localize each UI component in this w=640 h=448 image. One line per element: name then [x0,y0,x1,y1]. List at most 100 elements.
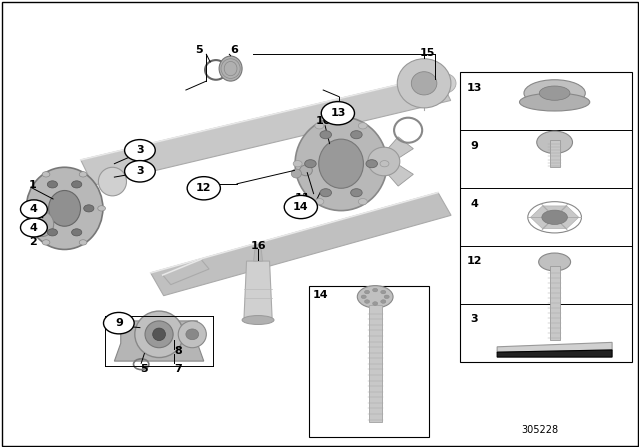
Text: 3: 3 [136,166,144,177]
Ellipse shape [319,139,364,188]
Circle shape [125,160,156,182]
Ellipse shape [22,219,40,236]
Polygon shape [253,250,262,261]
Text: 13: 13 [330,108,346,118]
Polygon shape [244,261,272,318]
Circle shape [35,205,45,212]
Bar [309,286,429,438]
Ellipse shape [135,311,183,358]
Circle shape [293,160,302,167]
Polygon shape [163,259,209,284]
Bar [461,72,632,362]
Polygon shape [531,217,555,228]
Ellipse shape [537,131,573,153]
Circle shape [20,200,47,219]
Circle shape [315,123,324,129]
Polygon shape [381,137,413,164]
Text: 4: 4 [470,199,479,209]
Text: 12: 12 [467,256,483,266]
Circle shape [20,218,47,237]
Circle shape [380,160,389,167]
Text: 7: 7 [174,364,182,374]
Ellipse shape [433,73,456,93]
Polygon shape [355,159,387,186]
Ellipse shape [178,321,206,348]
Text: 13: 13 [467,83,482,93]
Bar [550,141,560,167]
Circle shape [372,289,378,292]
Polygon shape [555,217,579,228]
Polygon shape [381,159,413,186]
Circle shape [320,131,332,139]
Bar [550,267,560,340]
Circle shape [315,198,324,205]
Ellipse shape [300,165,312,176]
Text: 5: 5 [195,45,202,55]
Ellipse shape [291,169,301,178]
Text: 14: 14 [293,202,308,212]
Ellipse shape [539,253,571,271]
Ellipse shape [186,329,198,340]
Circle shape [372,302,378,305]
Circle shape [47,181,58,188]
Circle shape [351,189,362,197]
Text: 12: 12 [196,183,212,193]
Text: 2: 2 [29,237,36,247]
Ellipse shape [295,117,387,211]
Polygon shape [115,321,204,361]
Text: 9: 9 [115,318,123,328]
Text: 8: 8 [174,346,182,356]
Polygon shape [81,75,451,185]
Text: 4: 4 [30,223,38,233]
Ellipse shape [242,315,274,324]
Polygon shape [497,342,612,352]
Bar [369,305,381,422]
Polygon shape [543,206,566,217]
Polygon shape [497,350,612,357]
Ellipse shape [145,321,173,348]
Ellipse shape [26,167,103,250]
Circle shape [98,206,106,211]
Circle shape [361,295,366,298]
Ellipse shape [542,210,568,224]
Circle shape [384,295,389,298]
Text: 4: 4 [30,204,38,214]
Polygon shape [355,137,387,164]
Text: 16: 16 [250,241,266,251]
Ellipse shape [412,72,437,95]
Circle shape [47,229,58,236]
Circle shape [381,290,386,294]
Text: 3: 3 [136,145,144,155]
Ellipse shape [524,80,585,107]
Ellipse shape [49,190,81,226]
Circle shape [79,172,87,177]
Ellipse shape [219,56,242,81]
Circle shape [104,312,134,334]
Ellipse shape [153,328,166,340]
Ellipse shape [99,167,127,196]
Text: 1: 1 [29,180,36,190]
Ellipse shape [31,211,54,237]
Text: 6: 6 [230,45,238,55]
Circle shape [42,240,50,245]
Circle shape [24,206,31,211]
Circle shape [351,131,362,139]
Circle shape [381,300,386,303]
Text: 3: 3 [471,314,478,324]
Text: 305228: 305228 [522,425,559,435]
Ellipse shape [397,59,451,108]
Circle shape [365,290,370,294]
Polygon shape [150,193,451,296]
Circle shape [42,172,50,177]
Ellipse shape [540,86,570,100]
Polygon shape [531,206,555,217]
Ellipse shape [520,93,589,111]
Circle shape [284,195,317,219]
Circle shape [187,177,220,200]
Polygon shape [543,217,566,228]
Circle shape [72,229,82,236]
Circle shape [79,240,87,245]
Circle shape [358,198,367,205]
Circle shape [84,205,94,212]
Circle shape [321,102,355,125]
